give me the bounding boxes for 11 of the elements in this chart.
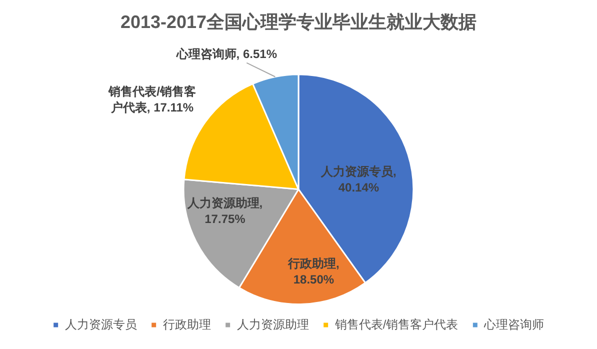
data-label: 心理咨询师, 6.51% <box>175 47 278 62</box>
data-label: 销售代表/销售客户代表, 17.11% <box>108 84 196 114</box>
legend-label: 人力资源专员 <box>64 317 137 332</box>
data-label: 人力资源专员, 40.14% <box>320 164 396 194</box>
data-label: 人力资源助理, 17.75% <box>186 196 263 226</box>
data-label: 行政助理, 18.50% <box>287 256 340 286</box>
legend-label: 人力资源助理 <box>236 317 309 332</box>
chart-title: 2013-2017全国心理学专业毕业生就业大数据 <box>120 12 477 32</box>
legend-label: 行政助理 <box>162 317 211 332</box>
legend-label: 销售代表/销售客户代表 <box>334 317 458 332</box>
legend-label: 心理咨询师 <box>483 317 544 332</box>
